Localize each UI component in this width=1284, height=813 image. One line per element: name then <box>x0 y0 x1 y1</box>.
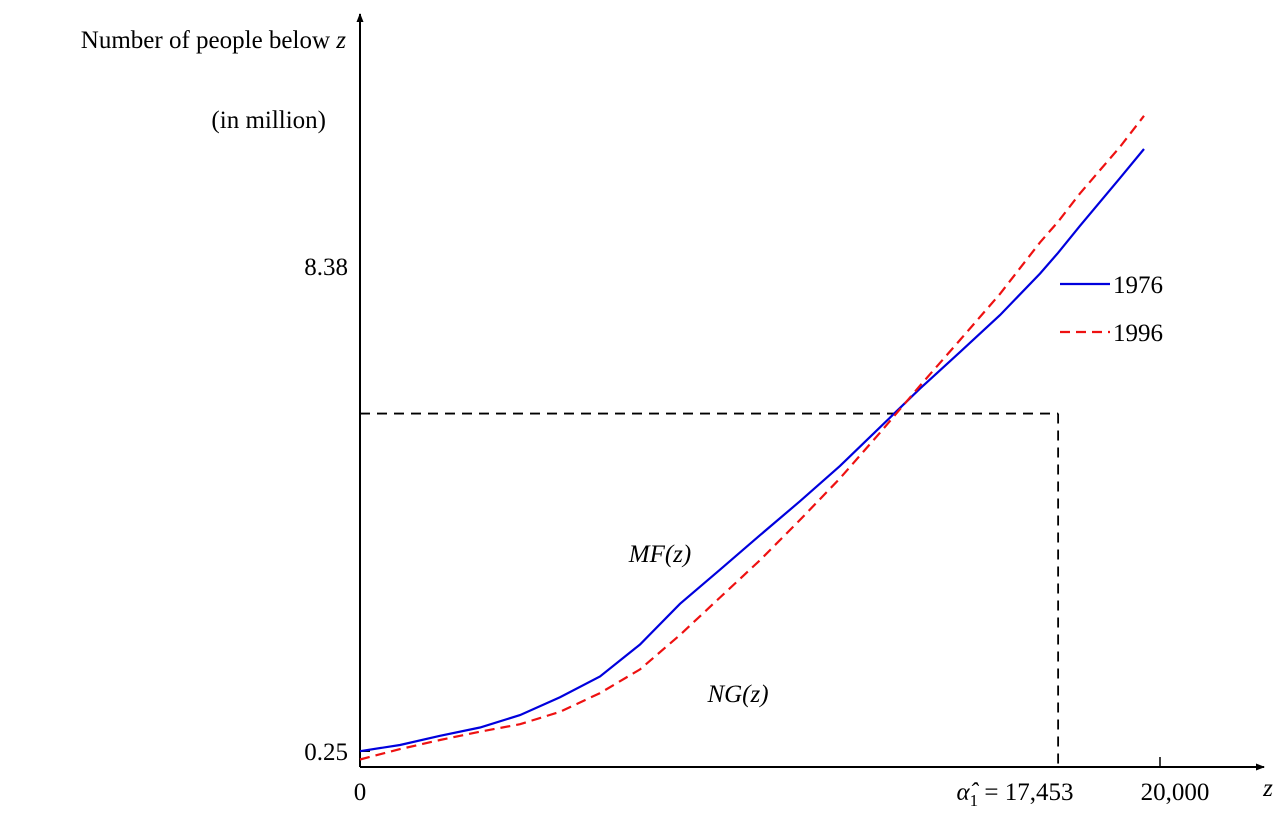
legend-label-1976: 1976 <box>1113 272 1163 299</box>
x-tick-label-alpha: α̂1 = 17,453 <box>957 779 1074 810</box>
legend: 1976 1996 <box>1060 272 1163 347</box>
legend-label-1996: 1996 <box>1113 320 1163 347</box>
alpha-subscript: 1 <box>970 791 979 810</box>
series-line-1996 <box>359 115 1145 761</box>
series-line-1976 <box>359 148 1145 753</box>
y-axis-label-text: Number of people below <box>81 27 336 54</box>
x-tick-label-0: 0 <box>354 779 367 806</box>
y-axis-label-var: z <box>335 27 346 54</box>
curve-label-ng: NG(z) <box>706 681 768 708</box>
x-tick-label-20000: 20,000 <box>1141 779 1210 806</box>
y-axis-unit: (in million) <box>211 107 326 134</box>
y-tick-label-0-25: 0.25 <box>304 739 348 766</box>
y-axis-label: Number of people below z <box>81 27 346 54</box>
alpha-value: = 17,453 <box>978 779 1073 806</box>
curve-label-mf: MF(z) <box>628 541 691 568</box>
x-axis-label: z <box>1262 775 1273 802</box>
y-tick-label-8-38: 8.38 <box>304 254 348 281</box>
